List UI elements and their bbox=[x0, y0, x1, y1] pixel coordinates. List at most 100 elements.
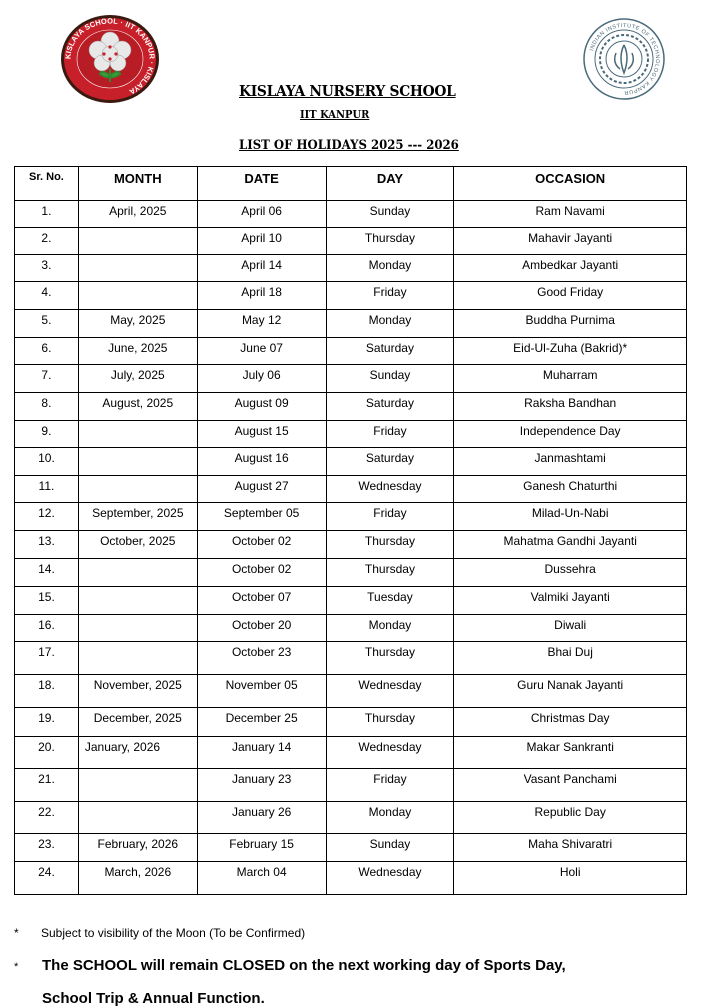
cell-occasion: Buddha Purnima bbox=[453, 309, 687, 338]
cell-date: December 25 bbox=[196, 707, 327, 737]
cell-day: Thursday bbox=[325, 641, 455, 675]
table-row: 16. October 20 Monday Diwali bbox=[14, 614, 687, 642]
cell-sr-no: 11. bbox=[14, 475, 79, 503]
cell-month bbox=[77, 614, 198, 642]
cell-day: Monday bbox=[325, 614, 455, 642]
cell-sr-no: 12. bbox=[14, 502, 79, 531]
cell-date: October 20 bbox=[196, 614, 327, 642]
cell-month: January, 2026 bbox=[77, 736, 198, 769]
header-day: DAY bbox=[325, 166, 455, 201]
cell-day: Wednesday bbox=[325, 475, 455, 503]
table-row: 19. December, 2025 December 25 Thursday Chri… bbox=[14, 707, 687, 737]
cell-sr-no: 24. bbox=[14, 861, 79, 895]
cell-sr-no: 22. bbox=[14, 801, 79, 834]
cell-date: February 15 bbox=[196, 833, 327, 862]
moon-note-text: Subject to visibility of the Moon (To be… bbox=[41, 926, 306, 940]
cell-occasion: Ganesh Chaturthi bbox=[453, 475, 687, 503]
moon-note: * Subject to visibility of the Moon (To … bbox=[14, 926, 305, 940]
cell-day: Sunday bbox=[325, 833, 455, 862]
cell-day: Wednesday bbox=[325, 674, 455, 708]
cell-date: August 16 bbox=[196, 447, 327, 476]
cell-month: April, 2025 bbox=[77, 200, 198, 228]
cell-month: May, 2025 bbox=[77, 309, 198, 338]
cell-sr-no: 13. bbox=[14, 530, 79, 559]
cell-sr-no: 6. bbox=[14, 337, 79, 365]
cell-month: October, 2025 bbox=[77, 530, 198, 559]
cell-date: August 27 bbox=[196, 475, 327, 503]
cell-day: Friday bbox=[325, 420, 455, 448]
cell-sr-no: 2. bbox=[14, 227, 79, 255]
cell-occasion: Janmashtami bbox=[453, 447, 687, 476]
table-row: 24. March, 2026 March 04 Wednesday Holi bbox=[14, 861, 687, 895]
cell-date: October 02 bbox=[196, 558, 327, 587]
cell-occasion: Makar Sankranti bbox=[453, 736, 687, 769]
cell-occasion: Republic Day bbox=[453, 801, 687, 834]
table-row: 20. January, 2026 January 14 Wednesday Makar… bbox=[14, 736, 687, 769]
cell-date: October 02 bbox=[196, 530, 327, 559]
cell-day: Thursday bbox=[325, 530, 455, 559]
header-occasion: OCCASION bbox=[453, 166, 687, 201]
cell-occasion: Ram Navami bbox=[453, 200, 687, 228]
cell-day: Sunday bbox=[325, 364, 455, 393]
cell-day: Tuesday bbox=[325, 586, 455, 615]
cell-sr-no: 20. bbox=[14, 736, 79, 769]
table-row: 11. August 27 Wednesday Ganesh Chaturthi bbox=[14, 475, 687, 503]
cell-date: March 04 bbox=[196, 861, 327, 895]
table-row: 8. August, 2025 August 09 Saturday Raksha Ba… bbox=[14, 392, 687, 421]
cell-month bbox=[77, 447, 198, 476]
cell-occasion: Eid-Ul-Zuha (Bakrid)* bbox=[453, 337, 687, 365]
iit-kanpur-logo: INDIAN INSTITUTE OF TECHNOLOGY KANPUR bbox=[583, 18, 665, 100]
cell-month: March, 2026 bbox=[77, 861, 198, 895]
cell-sr-no: 14. bbox=[14, 558, 79, 587]
school-title: KISLAYA NURSERY SCHOOL bbox=[239, 82, 456, 100]
cell-sr-no: 8. bbox=[14, 392, 79, 421]
cell-day: Saturday bbox=[325, 447, 455, 476]
cell-date: January 23 bbox=[196, 768, 327, 802]
table-row: 6. June, 2025 June 07 Saturday Eid-Ul-Zuha (… bbox=[14, 337, 687, 365]
table-row: 12. September, 2025 September 05 Friday Mila… bbox=[14, 502, 687, 531]
cell-day: Thursday bbox=[325, 227, 455, 255]
table-row: 10. August 16 Saturday Janmashtami bbox=[14, 447, 687, 476]
cell-month: December, 2025 bbox=[77, 707, 198, 737]
cell-sr-no: 10. bbox=[14, 447, 79, 476]
cell-day: Friday bbox=[325, 281, 455, 310]
cell-sr-no: 23. bbox=[14, 833, 79, 862]
cell-date: April 10 bbox=[196, 227, 327, 255]
cell-day: Monday bbox=[325, 309, 455, 338]
table-row: 13. October, 2025 October 02 Thursday Mahatm… bbox=[14, 530, 687, 559]
cell-occasion: Mahatma Gandhi Jayanti bbox=[453, 530, 687, 559]
asterisk: * bbox=[14, 961, 19, 973]
header-sr-no: Sr. No. bbox=[14, 166, 79, 201]
cell-occasion: Milad-Un-Nabi bbox=[453, 502, 687, 531]
table-row: 4. April 18 Friday Good Friday bbox=[14, 281, 687, 310]
cell-sr-no: 16. bbox=[14, 614, 79, 642]
table-row: 3. April 14 Monday Ambedkar Jayanti bbox=[14, 254, 687, 282]
cell-occasion: Good Friday bbox=[453, 281, 687, 310]
kislaya-school-logo: KISLAYA SCHOOL · IIT KANPUR · KISLAYA bbox=[61, 15, 159, 103]
cell-month bbox=[77, 586, 198, 615]
table-row: 5. May, 2025 May 12 Monday Buddha Purnima bbox=[14, 309, 687, 338]
cell-date: August 15 bbox=[196, 420, 327, 448]
cell-sr-no: 18. bbox=[14, 674, 79, 708]
cell-month: June, 2025 bbox=[77, 337, 198, 365]
cell-occasion: Raksha Bandhan bbox=[453, 392, 687, 421]
cell-month bbox=[77, 227, 198, 255]
cell-sr-no: 4. bbox=[14, 281, 79, 310]
cell-day: Friday bbox=[325, 502, 455, 531]
cell-month bbox=[77, 281, 198, 310]
table-header-row: Sr. No. MONTH DATE DAY OCCASION bbox=[14, 166, 687, 201]
cell-month bbox=[77, 475, 198, 503]
cell-sr-no: 17. bbox=[14, 641, 79, 675]
cell-month bbox=[77, 254, 198, 282]
cell-occasion: Bhai Duj bbox=[453, 641, 687, 675]
cell-date: July 06 bbox=[196, 364, 327, 393]
table-row: 15. October 07 Tuesday Valmiki Jayanti bbox=[14, 586, 687, 615]
cell-date: June 07 bbox=[196, 337, 327, 365]
cell-date: April 06 bbox=[196, 200, 327, 228]
cell-sr-no: 9. bbox=[14, 420, 79, 448]
table-row: 21. January 23 Friday Vasant Panchami bbox=[14, 768, 687, 802]
table-row: 17. October 23 Thursday Bhai Duj bbox=[14, 641, 687, 675]
cell-sr-no: 1. bbox=[14, 200, 79, 228]
cell-month bbox=[77, 641, 198, 675]
cell-occasion: Valmiki Jayanti bbox=[453, 586, 687, 615]
